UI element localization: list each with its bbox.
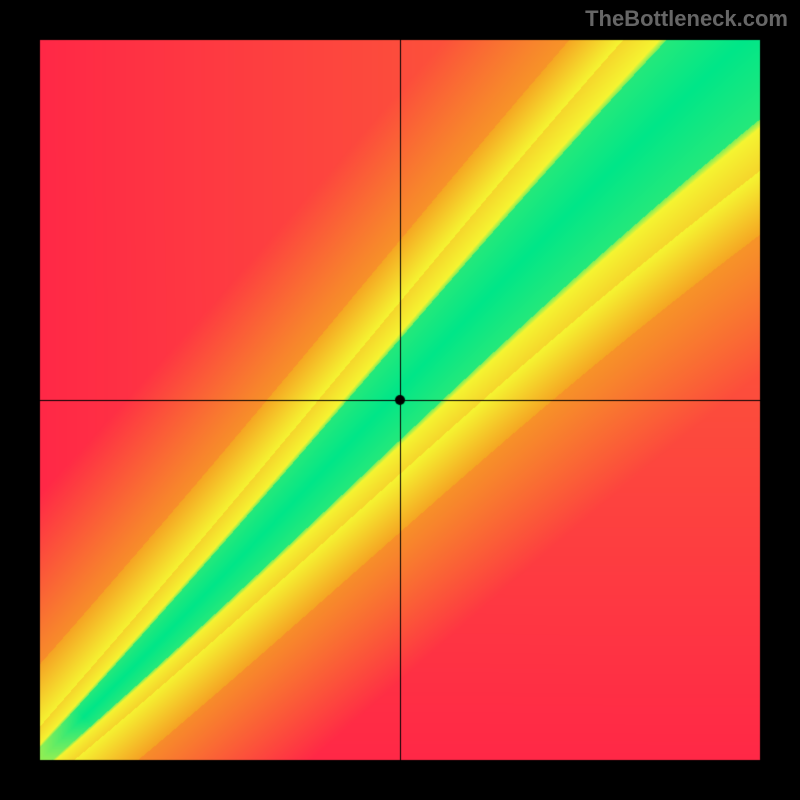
heatmap-canvas (0, 0, 800, 800)
watermark-text: TheBottleneck.com (585, 6, 788, 32)
chart-container: TheBottleneck.com (0, 0, 800, 800)
